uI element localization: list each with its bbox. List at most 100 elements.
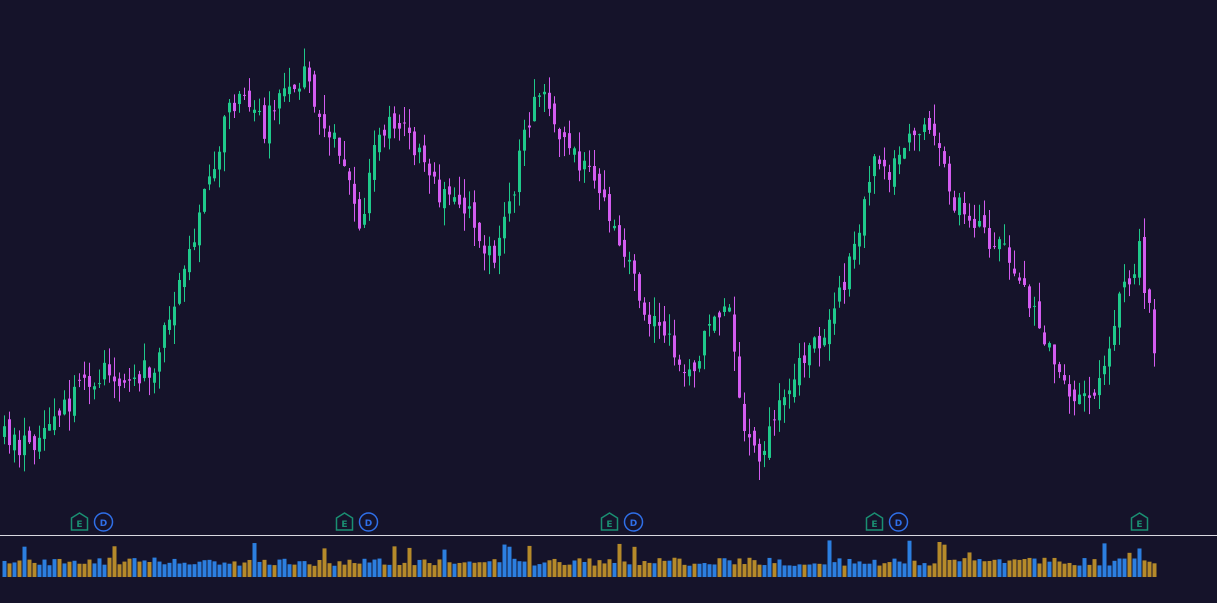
candle xyxy=(913,127,916,151)
candle xyxy=(1013,250,1016,277)
candle-body xyxy=(678,359,681,365)
volume-bar xyxy=(342,564,347,577)
candle-body xyxy=(143,360,146,379)
candle-body xyxy=(378,134,381,153)
volume-bar xyxy=(167,562,172,577)
earnings-flag-icon[interactable]: E xyxy=(335,512,354,531)
candle xyxy=(773,409,776,436)
candle-body xyxy=(78,379,81,381)
volume-bar xyxy=(697,563,702,577)
candle xyxy=(193,228,196,251)
candle xyxy=(13,427,16,463)
candle xyxy=(228,99,231,130)
candle xyxy=(1033,296,1036,326)
candle-body xyxy=(878,159,881,164)
volume-bar xyxy=(597,560,602,577)
candle xyxy=(123,373,126,389)
candle-body xyxy=(658,322,661,326)
candle xyxy=(558,127,561,157)
candle-body xyxy=(653,316,656,327)
candle xyxy=(1073,380,1076,416)
candle-body xyxy=(928,117,931,130)
dividend-circle-icon[interactable]: D xyxy=(93,512,114,532)
candle-body xyxy=(298,88,301,92)
candle-body xyxy=(698,361,701,369)
volume-bar xyxy=(512,558,517,577)
candle-body xyxy=(348,171,351,181)
candle-body xyxy=(1008,247,1011,263)
candle-body xyxy=(638,274,641,301)
candle xyxy=(353,166,356,222)
volume-bar xyxy=(227,563,232,577)
dividend-circle-icon[interactable]: D xyxy=(888,512,909,532)
candle-body xyxy=(1088,395,1091,398)
candle xyxy=(978,204,981,228)
earnings-label: E xyxy=(76,520,82,530)
candle xyxy=(488,236,491,275)
volume-bar xyxy=(352,563,357,577)
dividend-circle-icon[interactable]: D xyxy=(623,512,644,532)
candle xyxy=(3,415,6,445)
candle xyxy=(203,188,206,214)
volume-bar xyxy=(467,561,472,577)
pane-divider[interactable] xyxy=(0,535,1217,536)
candle xyxy=(583,152,586,183)
candle xyxy=(478,221,481,248)
candle xyxy=(883,147,886,180)
earnings-flag-icon[interactable]: E xyxy=(600,512,619,531)
volume-bar xyxy=(882,563,887,577)
candle xyxy=(898,146,901,175)
volume-bar xyxy=(392,546,397,577)
volume-bar xyxy=(517,561,522,577)
volume-bar xyxy=(1132,558,1137,577)
candle xyxy=(528,112,531,138)
candle-body xyxy=(898,154,901,165)
candle-body xyxy=(553,103,556,125)
candle xyxy=(553,96,556,133)
candle-body xyxy=(288,86,291,95)
earnings-flag-icon[interactable]: E xyxy=(70,512,89,531)
volume-bar xyxy=(847,558,852,577)
candle-body xyxy=(583,160,586,170)
candle xyxy=(188,235,191,281)
volume-bar xyxy=(182,562,187,577)
candle xyxy=(728,303,731,313)
candle xyxy=(533,79,536,122)
candle xyxy=(218,146,221,188)
earnings-flag-icon[interactable]: E xyxy=(1130,512,1149,531)
candle xyxy=(328,125,331,156)
dividend-circle-icon[interactable]: D xyxy=(358,512,379,532)
earnings-flag-icon[interactable]: E xyxy=(865,512,884,531)
candle-body xyxy=(1118,293,1121,328)
volume-bar xyxy=(982,561,987,577)
candle xyxy=(53,398,56,436)
candle-body xyxy=(938,143,941,148)
candle xyxy=(688,359,691,386)
candle xyxy=(158,347,161,389)
volume-bar xyxy=(242,562,247,577)
candle xyxy=(998,236,1001,262)
candle xyxy=(1088,376,1091,415)
candle-body xyxy=(388,116,391,139)
volume-bar xyxy=(837,558,842,577)
candle-body xyxy=(1028,286,1031,309)
candle xyxy=(918,133,921,152)
candle-body xyxy=(703,330,706,356)
volume-bar xyxy=(152,557,157,577)
candle xyxy=(573,146,576,163)
candle-body xyxy=(838,287,841,302)
candle-body xyxy=(1103,365,1106,375)
candle xyxy=(858,224,861,265)
candle-body xyxy=(613,225,616,229)
candle xyxy=(868,166,871,206)
candle xyxy=(758,438,761,480)
volume-bar xyxy=(867,563,872,577)
volume-bar xyxy=(972,560,977,577)
candle-body xyxy=(978,220,981,227)
candle-body xyxy=(453,197,456,202)
candle xyxy=(323,95,326,138)
volume-pane[interactable] xyxy=(0,536,1217,603)
candle xyxy=(243,87,246,100)
